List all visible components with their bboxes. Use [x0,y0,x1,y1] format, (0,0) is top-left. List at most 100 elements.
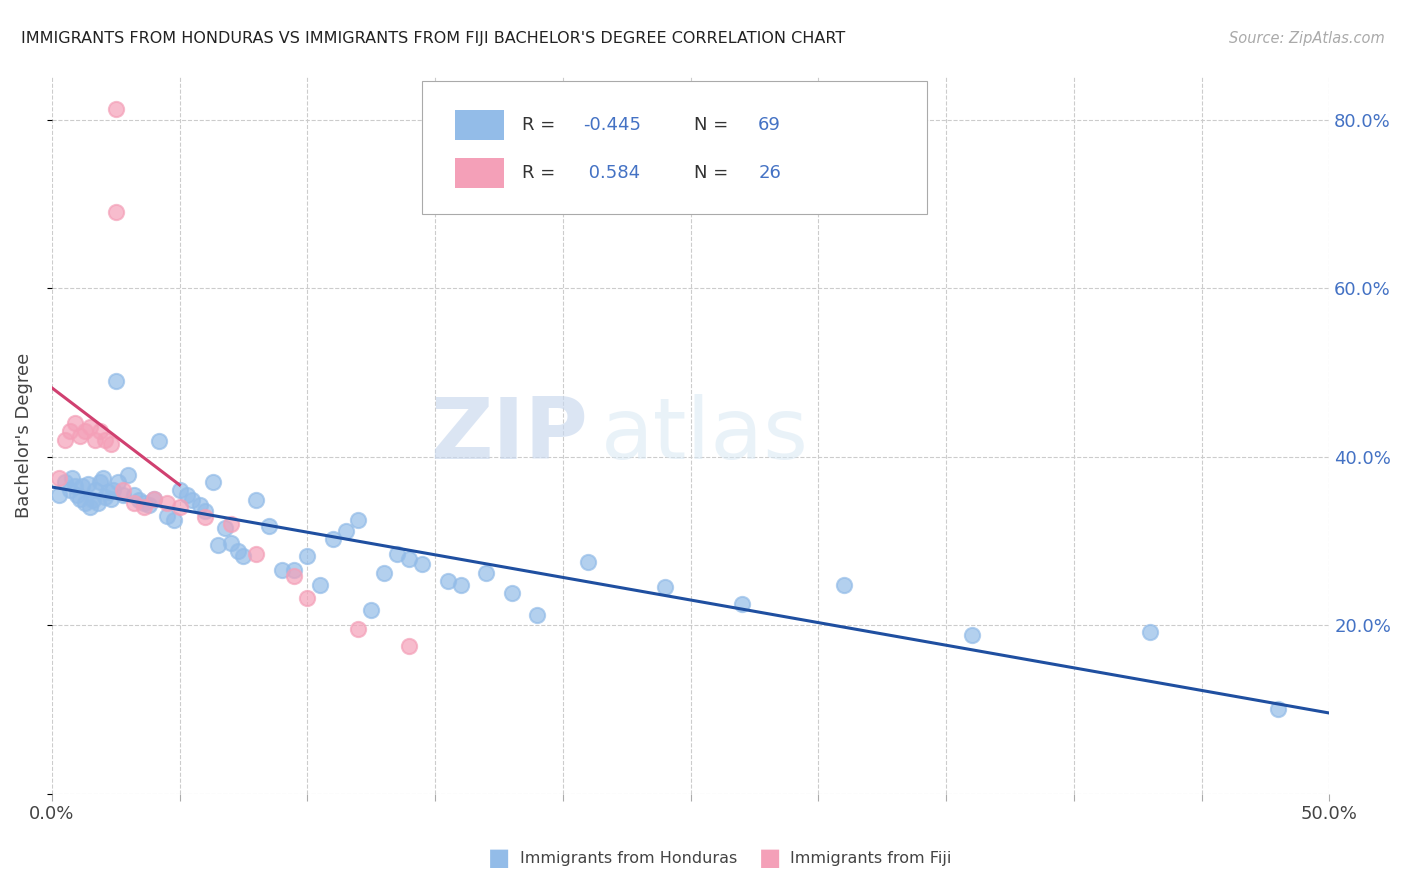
Point [69,428,91,442]
Point [59,483,82,498]
Point [176,487,198,501]
Point [94,433,117,447]
Point [87,496,110,510]
Point [219,516,242,531]
Point [48,471,70,485]
Text: IMMIGRANTS FROM HONDURAS VS IMMIGRANTS FROM FIJI BACHELOR'S DEGREE CORRELATION C: IMMIGRANTS FROM HONDURAS VS IMMIGRANTS F… [21,31,845,46]
Point [112,487,135,501]
Point [79,500,101,515]
Point [128,493,150,508]
Text: 26: 26 [758,164,782,182]
Point [201,475,224,489]
Point [138,499,160,513]
Point [270,563,292,577]
Point [142,491,165,506]
Point [283,563,305,577]
Point [730,597,752,611]
Point [373,566,395,580]
Point [76,476,98,491]
FancyBboxPatch shape [456,111,503,140]
Point [73,425,96,439]
Point [132,496,155,510]
Point [89,475,111,489]
Point [526,608,548,623]
Text: R =: R = [522,164,561,182]
Point [69,491,91,506]
Text: atlas: atlas [602,394,808,477]
Point [156,508,179,523]
FancyBboxPatch shape [456,158,503,187]
Point [181,493,204,508]
Point [475,566,498,580]
Point [832,577,855,591]
Point [122,487,145,501]
Point [297,591,319,606]
Point [156,496,179,510]
Point [82,493,104,508]
Point [411,558,433,572]
Point [60,471,83,485]
Text: 0.584: 0.584 [583,164,640,182]
Text: Immigrants from Honduras: Immigrants from Honduras [520,851,738,865]
Point [59,425,82,439]
Point [79,420,101,434]
Text: ■: ■ [488,847,510,870]
Point [335,524,357,538]
Point [194,504,217,518]
Point [245,547,267,561]
Point [142,491,165,506]
Text: N =: N = [695,117,734,135]
Point [132,500,155,515]
Point [398,639,420,653]
Point [226,544,249,558]
Point [104,103,127,117]
Text: Source: ZipAtlas.com: Source: ZipAtlas.com [1229,31,1385,46]
Point [501,586,523,600]
Point [385,547,408,561]
Point [100,491,122,506]
Point [100,437,122,451]
Text: N =: N = [695,164,734,182]
Point [436,574,458,589]
Point [104,205,127,219]
Point [148,434,170,449]
Point [48,487,70,501]
FancyBboxPatch shape [422,81,927,213]
Point [72,479,94,493]
Point [360,603,382,617]
Point [73,496,96,510]
Point [347,513,370,527]
Point [1139,624,1161,639]
Point [398,552,420,566]
Point [214,521,236,535]
Text: 69: 69 [758,117,782,135]
Point [63,479,86,493]
Point [257,518,280,533]
Text: R =: R = [522,117,561,135]
Point [283,569,305,583]
Point [245,493,267,508]
Point [232,549,254,563]
Point [450,577,472,591]
Point [576,555,599,569]
Point [94,490,117,504]
Point [122,496,145,510]
Text: ZIP: ZIP [430,394,588,477]
Point [297,549,319,563]
Point [107,475,129,489]
Point [91,471,114,485]
Point [63,416,86,430]
Point [101,483,124,498]
Point [207,538,229,552]
Point [169,500,191,515]
Point [66,487,89,501]
Text: ■: ■ [759,847,782,870]
Point [84,483,107,498]
Point [117,468,139,483]
Point [219,535,242,549]
Point [163,513,186,527]
Point [194,510,217,524]
Point [89,425,111,439]
Y-axis label: Bachelor's Degree: Bachelor's Degree [15,353,32,518]
Point [53,433,76,447]
